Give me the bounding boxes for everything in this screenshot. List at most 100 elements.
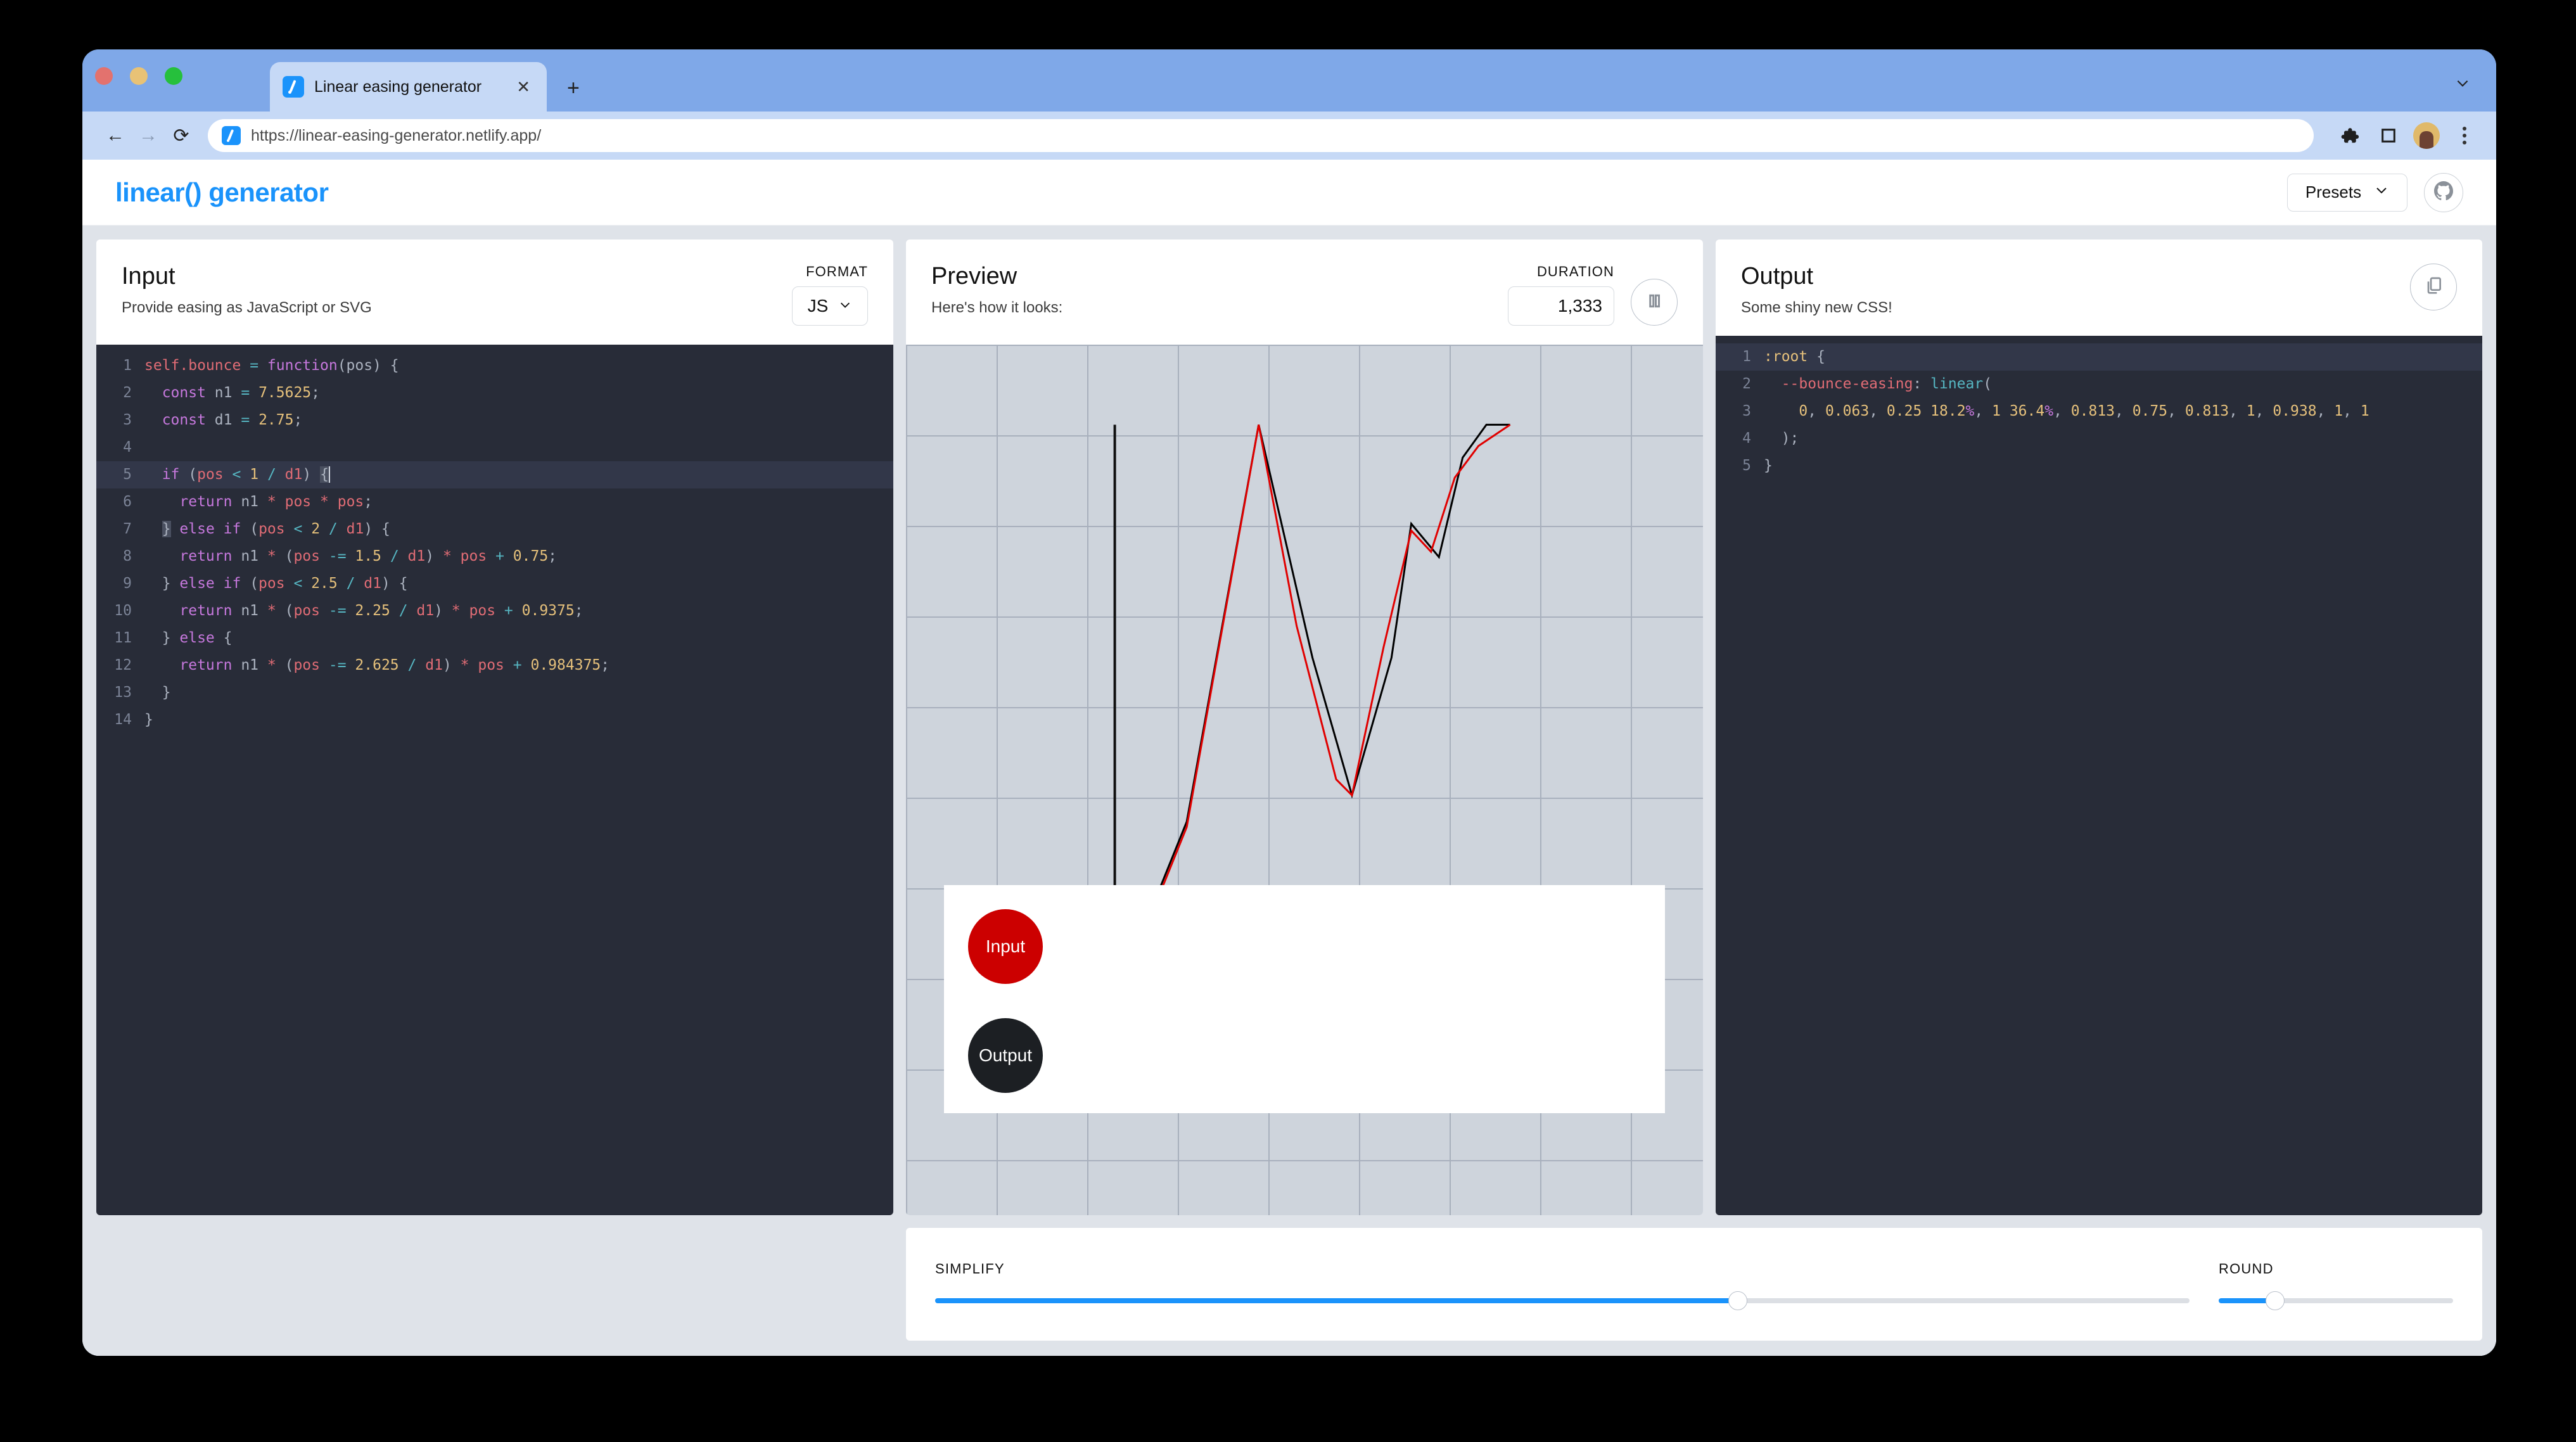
page-content: linear() generator Presets [82, 160, 2496, 1356]
presets-button[interactable]: Presets [2287, 173, 2407, 212]
code-line: 7 } else if (pos < 2 / d1) { [96, 516, 893, 543]
line-number: 13 [114, 684, 132, 701]
controls-bar: SIMPLIFY ROUND [906, 1228, 2482, 1341]
code-text: } [144, 684, 171, 701]
preview-graph-area: Input Output [906, 345, 1703, 1215]
line-number: 3 [1742, 402, 1751, 419]
pause-button[interactable] [1631, 279, 1678, 326]
line-number: 3 [123, 412, 132, 428]
chart-series-2 [1115, 424, 1510, 954]
output-panel-title: Output [1741, 263, 1814, 290]
format-value: JS [807, 296, 829, 316]
code-line: 12 return n1 * (pos -= 2.625 / d1) * pos… [96, 652, 893, 679]
sidepanel-icon[interactable] [2373, 120, 2404, 151]
output-code-view[interactable]: 1 :root { 2 --bounce-easing: linear( 3 0, 0… [1716, 335, 2482, 1215]
chevron-down-icon [2374, 182, 2389, 202]
close-window-button[interactable] [95, 67, 113, 85]
line-number: 4 [1742, 430, 1751, 447]
code-text [144, 434, 893, 461]
code-text: return n1 * (pos -= 1.5 / d1) * pos + 0.… [179, 548, 558, 565]
header-actions: Presets [2287, 172, 2463, 212]
code-line: 5} [1716, 452, 2482, 480]
code-text: 0, 0.063, 0.25 18.2%, 1 36.4%, 0.813, 0.… [1799, 402, 2369, 419]
code-line: 5 if (pos < 1 / d1) { [96, 461, 893, 488]
tab-strip: Linear easing generator ✕ + [82, 49, 2496, 112]
line-number: 14 [114, 711, 132, 728]
input-panel: Input Provide easing as JavaScript or SV… [96, 239, 893, 1215]
tab-favicon-icon [283, 76, 304, 98]
round-label: ROUND [2219, 1261, 2274, 1277]
code-text: } [144, 711, 153, 728]
chevron-down-icon[interactable] [2454, 75, 2471, 91]
maximize-window-button[interactable] [165, 67, 182, 85]
chart-series-1 [1115, 424, 1510, 954]
browser-tab[interactable]: Linear easing generator ✕ [270, 62, 547, 112]
app-header: linear() generator Presets [82, 160, 2496, 226]
output-panel-subtitle: Some shiny new CSS! [1741, 298, 1892, 316]
slider-thumb[interactable] [1728, 1291, 1748, 1310]
input-panel-subtitle: Provide easing as JavaScript or SVG [122, 298, 372, 316]
code-line: 8 return n1 * (pos -= 1.5 / d1) * pos + … [96, 543, 893, 570]
chevron-down-icon [838, 296, 852, 316]
input-panel-header: Input Provide easing as JavaScript or SV… [96, 239, 893, 345]
preview-panel: Preview Here's how it looks: DURATION 1,… [906, 239, 1703, 1215]
new-tab-button[interactable]: + [567, 76, 580, 100]
extensions-icon[interactable] [2335, 120, 2366, 151]
copy-icon [2423, 276, 2444, 299]
tab-title: Linear easing generator [314, 77, 482, 96]
line-number: 2 [1742, 375, 1751, 392]
preview-panel-header: Preview Here's how it looks: DURATION 1,… [906, 239, 1703, 345]
code-text: } else { [144, 630, 233, 646]
slider-fill [935, 1298, 1738, 1303]
code-text: } else if (pos < 2.5 / d1) { [144, 575, 408, 592]
line-number: 12 [114, 657, 132, 673]
output-ball: Output [968, 1018, 1043, 1093]
format-label: FORMAT [806, 264, 868, 279]
code-text: } [1764, 457, 1773, 474]
input-panel-title: Input [122, 263, 175, 290]
output-panel: Output Some shiny new CSS! [1716, 239, 2482, 1215]
code-text: return n1 * pos * pos; [179, 494, 373, 510]
code-line: 10 return n1 * (pos -= 2.25 / d1) * pos … [96, 597, 893, 625]
code-text: if (pos < 1 / d1) { [162, 466, 330, 483]
format-select[interactable]: JS [792, 286, 868, 326]
browser-window: Linear easing generator ✕ + ← → ⟳ https:… [82, 49, 2496, 1356]
input-code-editor[interactable]: 1 self.bounce = function(pos) {2 const n1… [96, 345, 893, 1215]
line-number: 5 [123, 466, 132, 483]
preview-panel-subtitle: Here's how it looks: [931, 298, 1063, 316]
workspace: Input Provide easing as JavaScript or SV… [82, 226, 2496, 1356]
code-line: 13 } [96, 679, 893, 706]
forward-button[interactable]: → [139, 125, 158, 146]
line-number: 2 [123, 385, 132, 401]
simplify-slider[interactable] [935, 1291, 2190, 1310]
code-line: 3 const d1 = 2.75; [96, 407, 893, 434]
url-input[interactable]: https://linear-easing-generator.netlify.… [208, 119, 2314, 152]
code-text: return n1 * (pos -= 2.25 / d1) * pos + 0… [179, 603, 583, 619]
copy-button[interactable] [2410, 264, 2457, 310]
line-number: 6 [123, 494, 132, 510]
back-button[interactable]: ← [106, 125, 125, 146]
output-panel-header: Output Some shiny new CSS! [1716, 239, 2482, 336]
github-link-button[interactable] [2424, 172, 2463, 212]
input-ball: Input [968, 909, 1043, 984]
minimize-window-button[interactable] [130, 67, 148, 85]
reload-button[interactable]: ⟳ [173, 125, 189, 146]
close-icon[interactable]: ✕ [516, 77, 530, 96]
slider-thumb[interactable] [2265, 1291, 2285, 1310]
code-text: :root { [1764, 348, 1825, 365]
window-controls [95, 67, 182, 85]
line-number: 1 [1742, 348, 1751, 365]
browser-menu-icon[interactable] [2449, 120, 2480, 151]
code-line: 4 ); [1716, 425, 2482, 452]
round-slider[interactable] [2219, 1291, 2453, 1310]
code-line: 2 --bounce-easing: linear( [1716, 371, 2482, 398]
page-title: linear() generator [115, 177, 329, 207]
simplify-control: SIMPLIFY [935, 1261, 2190, 1310]
duration-input[interactable]: 1,333 [1508, 286, 1614, 326]
url-text: https://linear-easing-generator.netlify.… [251, 126, 542, 144]
line-number: 10 [114, 603, 132, 619]
code-text: } else if (pos < 2 / d1) { [162, 521, 390, 537]
avatar[interactable] [2411, 120, 2442, 151]
slider-fill [2219, 1298, 2275, 1303]
